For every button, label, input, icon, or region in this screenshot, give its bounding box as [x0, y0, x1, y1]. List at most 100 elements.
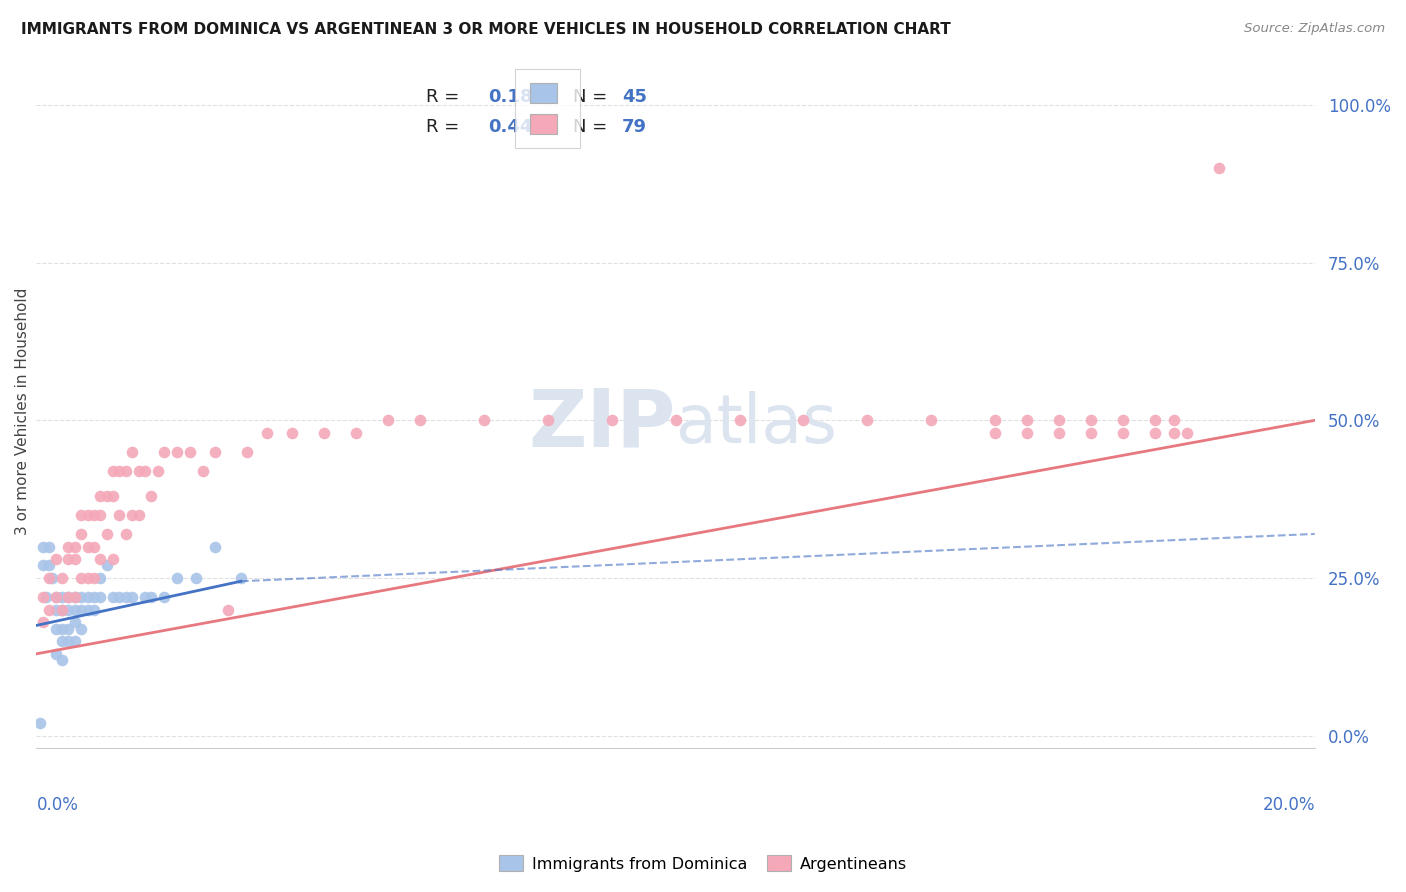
Point: [76, 571, 98, 585]
Point: [1143, 425, 1166, 440]
Text: IMMIGRANTS FROM DOMINICA VS ARGENTINEAN 3 OR MORE VEHICLES IN HOUSEHOLD CORRELAT: IMMIGRANTS FROM DOMINICA VS ARGENTINEAN …: [21, 22, 950, 37]
Point: [35, 590, 58, 604]
Point: [38, 558, 60, 573]
Point: [179, 445, 201, 459]
Point: [312, 425, 335, 440]
Point: [38, 540, 60, 554]
Point: [344, 425, 367, 440]
Point: [31, 615, 53, 630]
Point: [1112, 425, 1135, 440]
Point: [1080, 413, 1102, 427]
Point: [166, 445, 188, 459]
Point: [1047, 413, 1070, 427]
Text: R =: R =: [426, 119, 465, 136]
Point: [204, 540, 226, 554]
Text: R =: R =: [426, 88, 465, 106]
Point: [45, 602, 67, 616]
Point: [31, 558, 53, 573]
Text: atlas: atlas: [676, 392, 837, 458]
Point: [141, 489, 163, 503]
Point: [134, 464, 156, 478]
Point: [1017, 425, 1039, 440]
Point: [63, 634, 86, 648]
Point: [58, 590, 80, 604]
Point: [41, 571, 63, 585]
Point: [83, 508, 105, 522]
Text: 20.0%: 20.0%: [1263, 796, 1315, 814]
Point: [76, 602, 98, 616]
Point: [83, 602, 105, 616]
Point: [45, 622, 67, 636]
Point: [63, 552, 86, 566]
Text: 0.0%: 0.0%: [37, 796, 79, 814]
Point: [101, 590, 124, 604]
Point: [58, 590, 80, 604]
Point: [58, 622, 80, 636]
Point: [101, 464, 124, 478]
Point: [58, 602, 80, 616]
Point: [409, 413, 432, 427]
Point: [1112, 413, 1135, 427]
Text: 45: 45: [621, 88, 647, 106]
Point: [45, 552, 67, 566]
Point: [51, 622, 73, 636]
Point: [101, 489, 124, 503]
Point: [89, 571, 111, 585]
Point: [63, 615, 86, 630]
Point: [70, 527, 93, 541]
Point: [1143, 413, 1166, 427]
Legend: Immigrants from Dominica, Argentineans: Immigrants from Dominica, Argentineans: [491, 847, 915, 880]
Point: [984, 413, 1007, 427]
Point: [63, 602, 86, 616]
Point: [70, 590, 93, 604]
Point: [96, 527, 118, 541]
Point: [472, 413, 495, 427]
Point: [108, 464, 131, 478]
Point: [51, 602, 73, 616]
Point: [186, 571, 208, 585]
Point: [115, 590, 138, 604]
Point: [51, 571, 73, 585]
Point: [31, 590, 53, 604]
Point: [121, 508, 143, 522]
Point: [153, 445, 176, 459]
Point: [89, 590, 111, 604]
Point: [58, 552, 80, 566]
Point: [229, 571, 252, 585]
Text: 79: 79: [621, 119, 647, 136]
Point: [51, 634, 73, 648]
Point: [256, 425, 278, 440]
Point: [121, 445, 143, 459]
Point: [51, 653, 73, 667]
Point: [128, 508, 150, 522]
Point: [89, 489, 111, 503]
Point: [217, 602, 239, 616]
Point: [76, 508, 98, 522]
Text: Source: ZipAtlas.com: Source: ZipAtlas.com: [1244, 22, 1385, 36]
Point: [45, 590, 67, 604]
Point: [128, 464, 150, 478]
Point: [51, 602, 73, 616]
Point: [63, 590, 86, 604]
Point: [38, 602, 60, 616]
Point: [89, 508, 111, 522]
Point: [28, 716, 51, 731]
Point: [115, 527, 138, 541]
Point: [89, 552, 111, 566]
Point: [83, 571, 105, 585]
Text: N =: N =: [574, 88, 613, 106]
Point: [63, 540, 86, 554]
Text: 0.441: 0.441: [488, 119, 544, 136]
Point: [96, 489, 118, 503]
Point: [70, 602, 93, 616]
Point: [166, 571, 188, 585]
Point: [115, 464, 138, 478]
Point: [856, 413, 879, 427]
Point: [63, 590, 86, 604]
Point: [70, 622, 93, 636]
Point: [792, 413, 814, 427]
Point: [83, 540, 105, 554]
Point: [1047, 425, 1070, 440]
Point: [153, 590, 176, 604]
Text: 0.183: 0.183: [488, 88, 544, 106]
